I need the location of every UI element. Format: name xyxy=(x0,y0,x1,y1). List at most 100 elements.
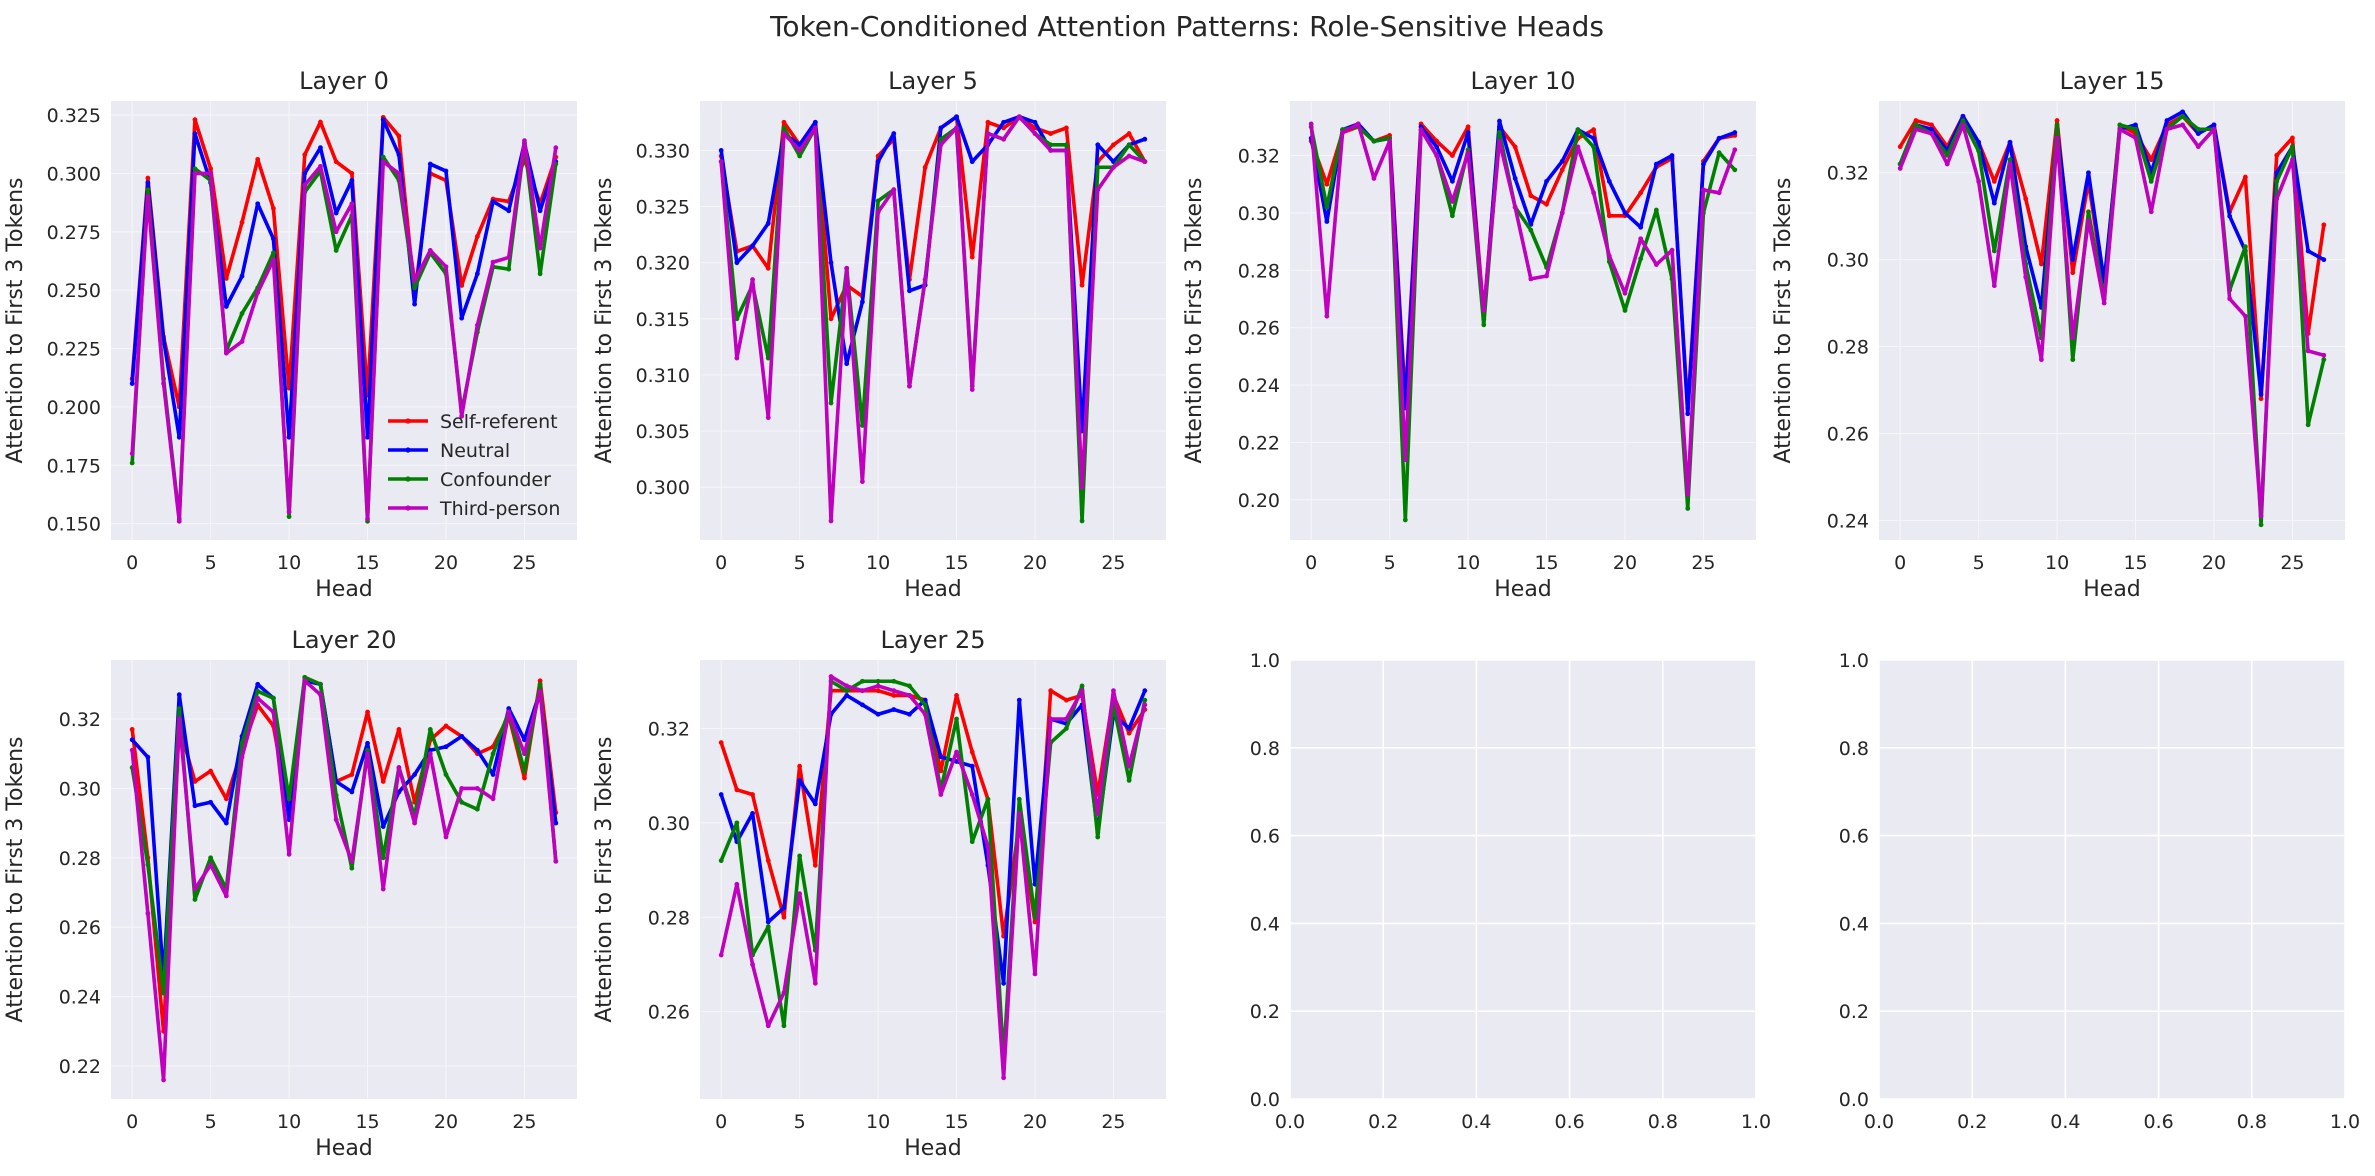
data-point xyxy=(396,170,402,176)
data-point xyxy=(859,688,865,694)
data-point xyxy=(1142,697,1148,703)
data-point xyxy=(985,119,991,125)
data-point xyxy=(844,265,850,271)
y-tick-label: 0.20 xyxy=(1238,490,1280,512)
plot-area xyxy=(1879,660,2345,1099)
data-point xyxy=(1559,210,1565,216)
data-point xyxy=(537,678,543,684)
x-tick-label: 10 xyxy=(277,552,301,574)
data-point xyxy=(270,257,276,263)
data-point xyxy=(1418,127,1424,133)
data-point xyxy=(1126,131,1132,136)
data-point xyxy=(427,747,433,753)
data-point xyxy=(2086,170,2091,176)
data-point xyxy=(875,198,881,204)
x-tick-label: 0 xyxy=(1894,552,1906,574)
data-point xyxy=(161,1077,166,1083)
data-point xyxy=(1653,161,1659,167)
data-point xyxy=(2290,157,2295,163)
data-point xyxy=(2321,222,2327,228)
subplot-title: Layer 10 xyxy=(1470,67,1575,95)
data-point xyxy=(333,229,339,235)
data-point xyxy=(1622,290,1628,296)
data-point xyxy=(365,740,370,746)
data-point xyxy=(129,381,135,386)
y-tick-label: 0.32 xyxy=(59,709,101,731)
data-point xyxy=(192,117,198,123)
x-tick-label: 0.0 xyxy=(1275,1111,1305,1133)
data-point xyxy=(2290,135,2295,141)
subplot-4: 0 5 10 15 20 25 0.22 0.24 0.26 0.28 0.30 0.32 Layer … xyxy=(3,626,577,1161)
y-tick-label: 0.275 xyxy=(47,222,101,244)
data-point xyxy=(765,858,771,864)
data-point xyxy=(318,163,323,169)
data-point xyxy=(1622,210,1628,216)
data-point xyxy=(2305,248,2311,254)
data-point xyxy=(985,796,991,802)
data-point xyxy=(954,749,959,755)
data-point xyxy=(1991,179,1997,184)
data-point xyxy=(1465,124,1471,130)
data-point xyxy=(2054,118,2060,123)
data-point xyxy=(129,737,135,743)
data-point xyxy=(954,114,959,120)
data-point xyxy=(2070,357,2076,363)
data-point xyxy=(553,145,559,151)
data-point xyxy=(2007,161,2013,167)
y-tick-label: 0.24 xyxy=(1827,510,1869,532)
data-point xyxy=(1465,130,1471,135)
data-point xyxy=(797,153,803,159)
y-axis-label: Attention to First 3 Tokens xyxy=(592,737,617,1023)
data-point xyxy=(1638,236,1644,242)
data-point xyxy=(891,707,897,712)
data-point xyxy=(1402,457,1408,463)
data-point xyxy=(1371,176,1377,181)
data-point xyxy=(2054,122,2060,128)
data-point xyxy=(333,210,339,216)
data-point xyxy=(129,460,135,466)
x-tick-label: 0.4 xyxy=(1461,1111,1491,1133)
data-point xyxy=(1032,914,1038,920)
data-point xyxy=(443,723,449,729)
subplot-6: 0.0 0.2 0.4 0.6 0.8 1.0 0.0 0.2 0.4 0.6 0.8 1.0 xyxy=(1250,650,1771,1133)
data-point xyxy=(907,683,912,689)
data-point xyxy=(490,751,496,757)
y-tick-label: 0.22 xyxy=(59,1056,101,1078)
data-point xyxy=(192,886,198,892)
x-tick-label: 10 xyxy=(277,1111,301,1133)
x-axis-label: Head xyxy=(315,1136,373,1161)
series-line-third-person xyxy=(130,138,558,524)
data-point xyxy=(1142,159,1148,165)
data-point xyxy=(1897,144,1903,150)
data-point xyxy=(859,678,865,684)
y-tick-label: 0.200 xyxy=(47,397,101,419)
data-point xyxy=(954,125,959,131)
data-point xyxy=(459,413,465,419)
data-point xyxy=(176,716,182,722)
data-point xyxy=(1528,193,1534,199)
subplot-3: 0 5 10 15 20 25 0.24 0.26 0.28 0.30 0.32 Layer 15 He… xyxy=(1771,67,2345,602)
data-point xyxy=(1001,980,1007,986)
data-point xyxy=(1512,176,1518,181)
data-point xyxy=(1111,142,1116,148)
data-point xyxy=(239,740,245,746)
data-point xyxy=(1913,122,1919,128)
data-point xyxy=(1465,150,1471,156)
data-point xyxy=(318,681,323,687)
subplot-title: Layer 20 xyxy=(291,626,396,654)
data-point xyxy=(176,434,182,440)
data-point xyxy=(1079,518,1085,524)
data-point xyxy=(765,919,771,925)
data-point xyxy=(844,688,850,694)
y-axis-label: Attention to First 3 Tokens xyxy=(1182,178,1207,464)
data-point xyxy=(781,125,787,131)
data-point xyxy=(349,772,355,777)
data-point xyxy=(270,206,276,211)
data-point xyxy=(286,514,292,520)
y-tick-label: 0.325 xyxy=(47,105,101,127)
x-tick-label: 25 xyxy=(512,552,536,574)
y-tick-label: 1.0 xyxy=(1839,650,1869,672)
x-tick-label: 25 xyxy=(1691,552,1715,574)
data-point xyxy=(380,154,386,160)
y-axis-label: Attention to First 3 Tokens xyxy=(3,178,28,464)
